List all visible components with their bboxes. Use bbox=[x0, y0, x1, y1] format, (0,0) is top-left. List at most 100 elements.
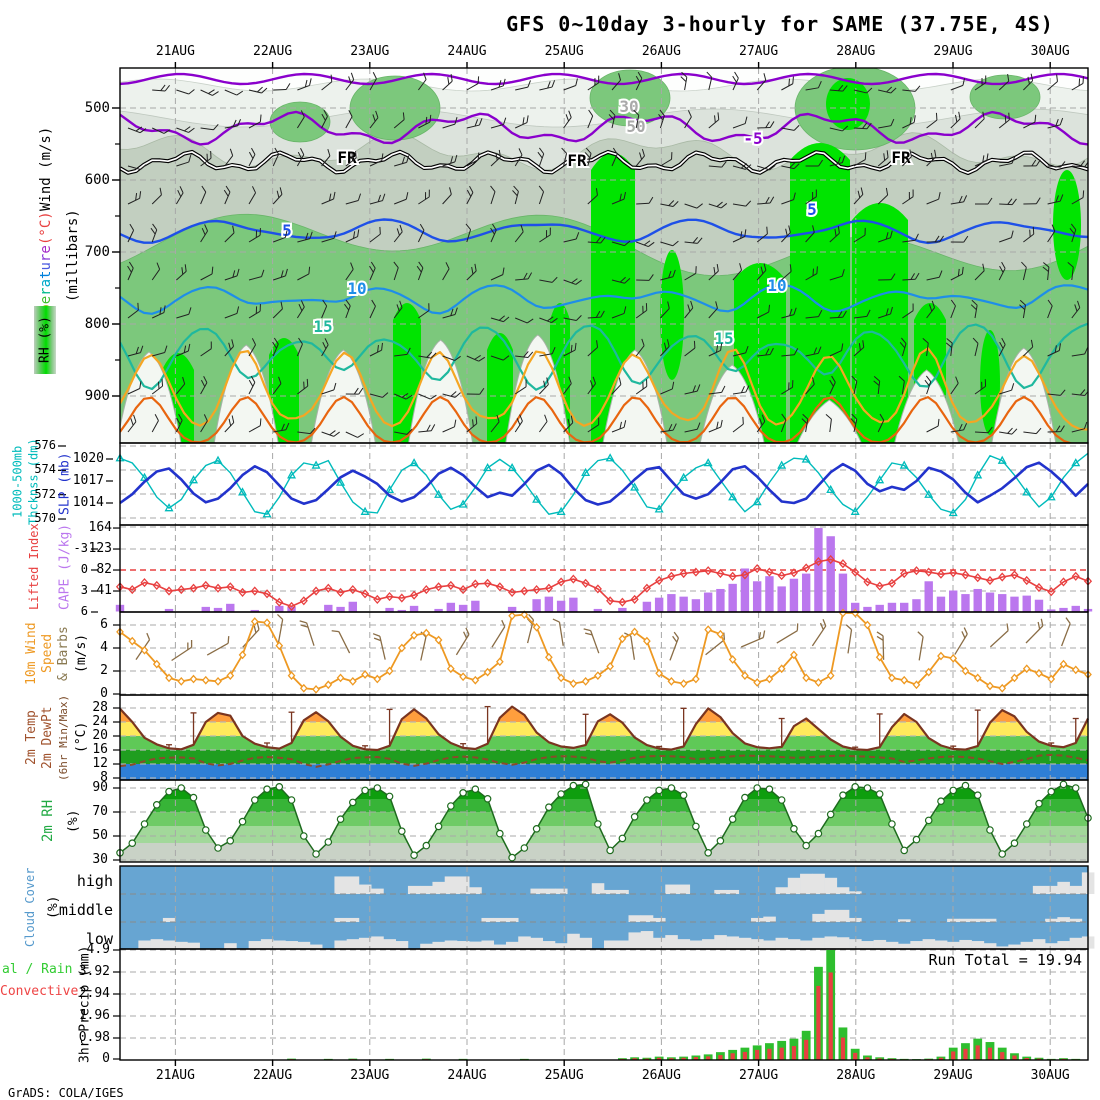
wind-barb bbox=[466, 355, 486, 362]
wind-barb bbox=[297, 266, 311, 281]
wind-barb bbox=[636, 196, 654, 205]
cloud-bar-high bbox=[665, 884, 678, 894]
wind-barb bbox=[587, 75, 600, 91]
wind-barb bbox=[660, 423, 677, 433]
wind-barb bbox=[757, 121, 775, 129]
cloud-bar-high bbox=[1057, 881, 1070, 894]
cape-bar bbox=[569, 597, 578, 612]
wind-barb bbox=[708, 419, 723, 433]
wind-barb bbox=[490, 185, 496, 205]
cloud-bar-high bbox=[726, 889, 740, 894]
wind-barb bbox=[998, 337, 1006, 357]
cloud-bar-low bbox=[763, 940, 776, 949]
wind-barb bbox=[805, 189, 817, 205]
cloud-bar-low bbox=[910, 941, 923, 949]
precip-convective-bar bbox=[644, 1058, 649, 1060]
cloud-bar-middle bbox=[812, 913, 825, 922]
wind-barb bbox=[660, 152, 673, 167]
wind-barb bbox=[1023, 197, 1041, 205]
temperature-letter: t bbox=[38, 270, 54, 279]
wind-barb bbox=[442, 74, 453, 91]
wind-barb bbox=[224, 119, 242, 129]
slp-tick-label: 1017 bbox=[72, 472, 104, 488]
temp-tick-label: 20 bbox=[92, 728, 108, 743]
wind-barb bbox=[418, 189, 430, 205]
wind-barb bbox=[369, 110, 379, 129]
cloud-row-label-middle: middle bbox=[58, 901, 113, 919]
pressure-tick-label: 900 bbox=[84, 388, 110, 404]
cloud-bar-low bbox=[334, 940, 347, 949]
wind-barb bbox=[151, 378, 164, 395]
precip-convective-bar bbox=[828, 972, 833, 1060]
wind-barb bbox=[684, 266, 697, 281]
wind-barb bbox=[732, 345, 749, 357]
wind-barb bbox=[442, 307, 458, 319]
precip-tick-label: 2.94 bbox=[78, 986, 110, 1001]
wind-barb bbox=[394, 347, 411, 357]
wind-barb bbox=[418, 393, 437, 400]
wind-barb bbox=[950, 195, 968, 205]
cloud-bar-low bbox=[800, 940, 813, 949]
cape-bar bbox=[740, 568, 750, 612]
precip-legend-convective: Convective bbox=[0, 984, 79, 999]
wind-barb bbox=[514, 414, 523, 433]
wind-speed-tick-label: 2 bbox=[100, 663, 108, 678]
page-title: GFS 0~10day 3-hourly for SAME (37.75E, 4… bbox=[506, 12, 1054, 36]
cloud-bar-low bbox=[175, 941, 188, 949]
cloud-bar-high bbox=[420, 885, 433, 894]
wind-barb bbox=[878, 118, 895, 129]
precip-tick-label: 4.9 bbox=[86, 942, 110, 957]
wind-barb bbox=[950, 111, 961, 129]
wind-barb bbox=[224, 148, 234, 167]
wind-barb bbox=[1047, 74, 1058, 91]
wind-barb bbox=[708, 161, 727, 168]
wind-barb bbox=[660, 240, 679, 247]
wind-barb bbox=[200, 89, 219, 96]
pressure-tick-label: 800 bbox=[84, 316, 110, 332]
cloud-row-label-high: high bbox=[76, 872, 113, 890]
date-label-top: 26AUG bbox=[641, 44, 681, 59]
wind-barb bbox=[539, 276, 558, 283]
cloud-bar-low bbox=[640, 931, 654, 949]
wind-barb bbox=[684, 384, 701, 395]
wind-barb bbox=[176, 264, 187, 281]
wind-barb bbox=[708, 301, 718, 319]
wind-speed-tick-label: 0 bbox=[100, 686, 108, 701]
date-label-bottom: 27AUG bbox=[739, 1068, 779, 1083]
cloud-bar-high bbox=[1069, 885, 1083, 894]
cloud-bar-middle bbox=[959, 918, 972, 922]
wind-barb bbox=[539, 80, 556, 91]
wind-barb bbox=[297, 231, 313, 243]
wind-barb bbox=[1047, 224, 1056, 243]
precip-convective-bar bbox=[1061, 1058, 1066, 1060]
cape-bar bbox=[789, 578, 799, 612]
cloud-bar-low bbox=[285, 941, 298, 949]
wind-barb bbox=[296, 110, 305, 129]
precip-total-bar bbox=[1034, 1057, 1044, 1060]
wind-barb bbox=[829, 125, 849, 132]
wind-barb bbox=[127, 126, 147, 134]
cloud-row-label-low: low bbox=[85, 930, 113, 948]
cloud-bar-middle bbox=[505, 917, 519, 922]
wind-barb bbox=[1047, 117, 1064, 129]
cape-bar bbox=[654, 597, 664, 612]
wind-barb bbox=[393, 300, 403, 319]
cloud-bar-low bbox=[959, 939, 972, 949]
date-label-top: 30AUG bbox=[1030, 44, 1070, 59]
pressure-tick-label: 600 bbox=[84, 172, 110, 188]
cloud-bar-low bbox=[971, 941, 985, 949]
cloud-bar-high bbox=[824, 877, 838, 894]
wind-barb bbox=[127, 191, 142, 205]
wind-barb bbox=[345, 262, 354, 281]
cloud-bar-low bbox=[702, 939, 715, 949]
cloud-bar-low bbox=[542, 941, 556, 949]
wind-barb bbox=[272, 337, 279, 357]
cloud-bar-high bbox=[604, 889, 617, 894]
cape-bar bbox=[887, 602, 897, 612]
wind-barb bbox=[176, 376, 186, 395]
precip-total-bar bbox=[1046, 1058, 1056, 1060]
wind-barb bbox=[321, 74, 333, 91]
wind-barb bbox=[345, 72, 355, 91]
cloud-bar-middle bbox=[493, 917, 507, 922]
wind-barb bbox=[972, 337, 979, 357]
